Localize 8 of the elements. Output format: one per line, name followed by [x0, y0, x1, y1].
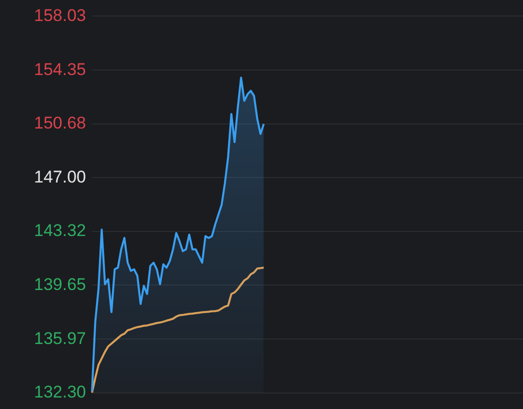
y-tick-label: 154.35: [34, 60, 86, 79]
y-tick-label: 132.30: [34, 382, 86, 402]
y-tick-label: 147.00: [34, 167, 86, 186]
y-tick-label: 150.68: [34, 113, 86, 132]
y-tick-label: 139.65: [34, 274, 86, 294]
y-tick-label: 143.32: [34, 221, 86, 240]
y-tick-label: 158.03: [34, 6, 86, 25]
y-tick-label: 135.97: [34, 328, 86, 348]
